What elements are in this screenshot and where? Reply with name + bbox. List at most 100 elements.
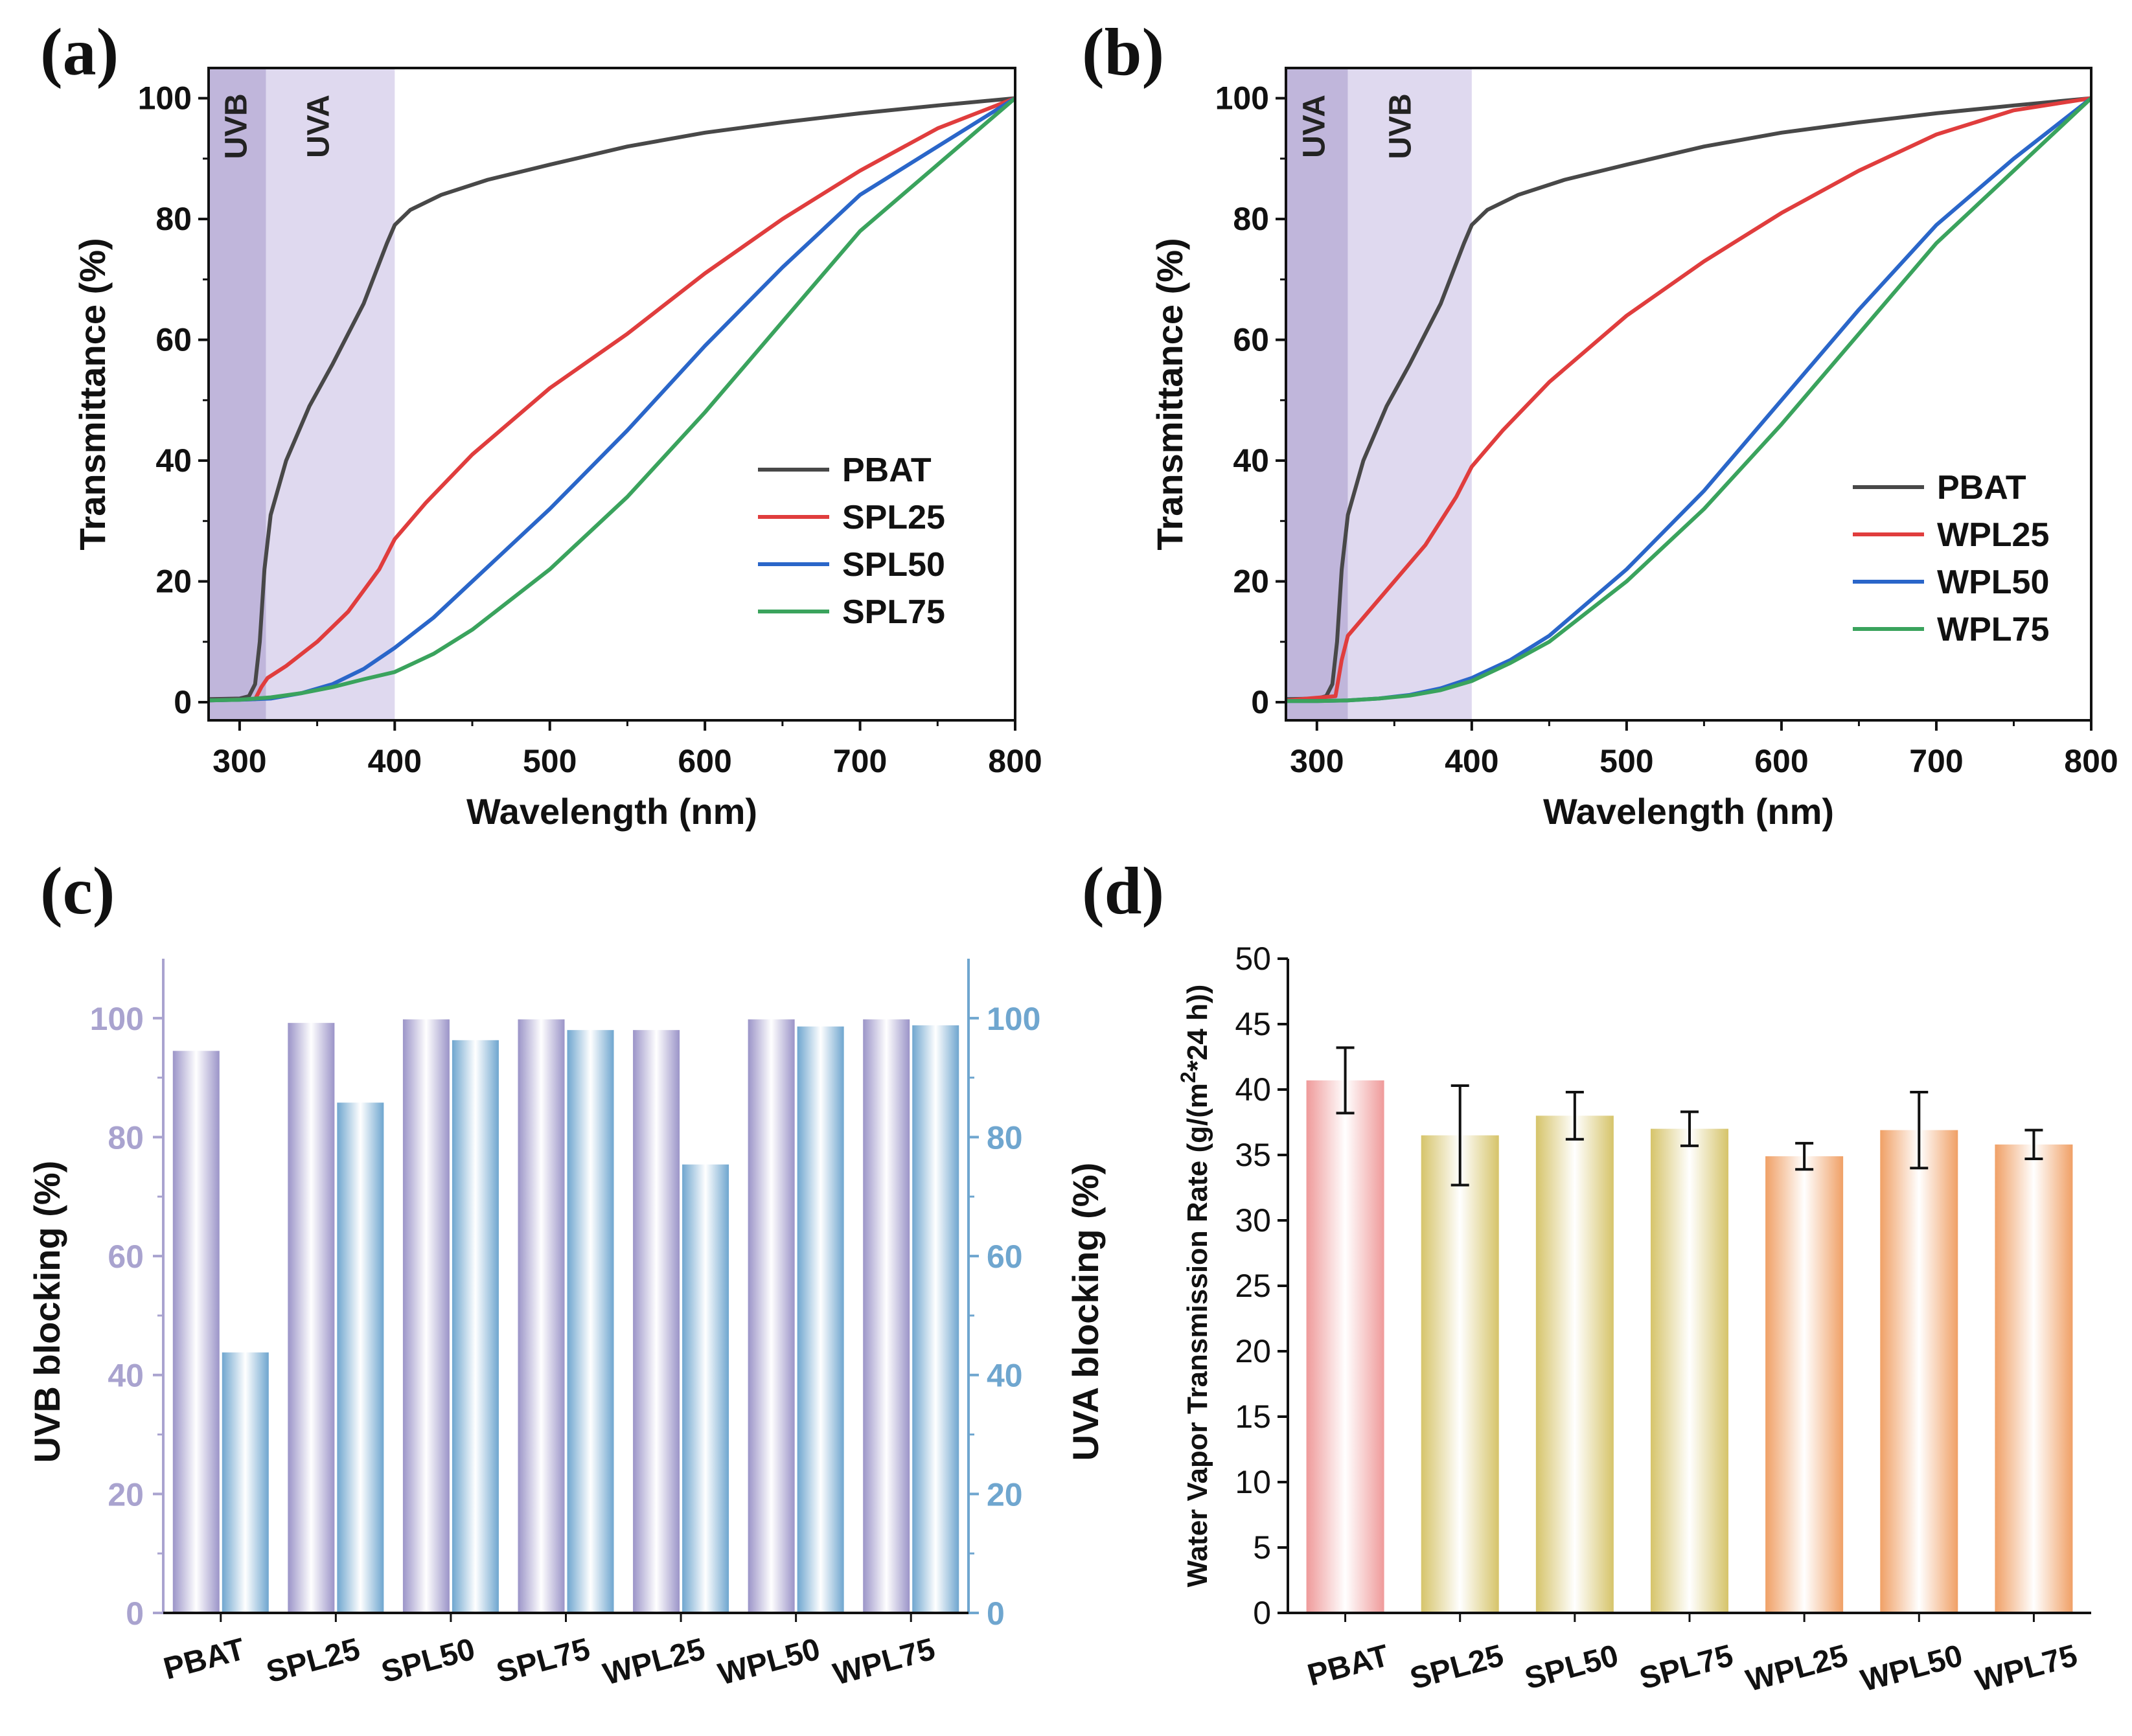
x-tick-label: 400 [368,743,422,779]
series-line-wpl75 [1286,97,2093,703]
series-line-pbat [1285,96,2092,702]
category-label-spl50: SPL50 [378,1632,478,1689]
y-tick-label: 40 [155,442,192,479]
x-tick-label: 500 [523,743,577,779]
legend-label-spl25: SPL25 [842,499,945,536]
left-y-tick-label: 20 [108,1476,144,1513]
y-tick-label: 40 [1233,442,1269,479]
bar-uvb-wpl75 [863,1019,910,1613]
y-tick-label: 40 [1235,1071,1271,1108]
bar-uva-spl50 [452,1040,499,1613]
x-axis-title: Wavelength (nm) [466,791,757,832]
band-label-uvb: UVB [1384,93,1418,159]
category-label-wpl50: WPL50 [715,1632,823,1692]
legend-label-pbat: PBAT [1937,469,2026,507]
category-label-wpl75: WPL75 [1972,1638,2081,1698]
y-tick-label: 0 [1251,684,1269,720]
band-uvb [209,68,266,720]
y-tick-label: 5 [1253,1529,1271,1566]
y-axis-title: Water Vapor Transmission Rate (g/(m2*24 … [1176,985,1213,1588]
panel-label-b: (b) [1082,15,1164,89]
right-y-tick-label: 60 [987,1239,1023,1275]
right-y-tick-label: 40 [987,1358,1023,1394]
bar-uva-wpl25 [682,1164,729,1613]
y-axis-title-superscript: 2 [1176,1071,1200,1083]
plot-frame [1285,67,2092,722]
panel-a-transmittance-chart: UVB UVA 300 400 500 600 700 800 0 20 40 60 80 100 Wave… [72,67,1042,832]
series-line-pbat [208,96,1016,702]
series-line-spl75 [208,97,1016,703]
x-tick-label: 500 [1599,743,1653,779]
y-axis-title: Transmittance (%) [72,238,113,550]
bar-uvb-wpl50 [748,1019,795,1613]
y-tick-label: 60 [1233,322,1269,358]
bar-uvb-spl50 [402,1019,450,1613]
x-tick-label: 600 [1754,743,1808,779]
panel-c-uv-blocking-chart: PBAT SPL25 SPL50 SPL75 WPL25 WPL50 WPL75 0 0 20 20… [27,959,1106,1692]
y-tick-label: 50 [1235,941,1271,977]
x-tick-label: 300 [212,743,266,779]
band-label-uva: UVA [1298,95,1332,158]
right-y-axis-title: UVA blocking (%) [1065,1163,1106,1461]
bar-wvtr-spl25 [1421,1135,1499,1613]
left-y-axis-title: UVB blocking (%) [27,1161,67,1463]
panel-label-a: (a) [40,15,119,89]
y-axis-title: Transmittance (%) [1149,238,1190,550]
left-y-tick-label: 100 [90,1001,144,1037]
y-tick-label: 0 [1253,1595,1271,1631]
band-uva [266,68,395,720]
y-tick-label: 30 [1235,1202,1271,1239]
y-tick-label: 25 [1235,1268,1271,1304]
left-y-tick-label: 80 [108,1119,144,1156]
bar-wvtr-spl75 [1651,1128,1728,1613]
legend-label-wpl50: WPL50 [1937,564,2049,601]
bar-wvtr-wpl50 [1880,1130,1958,1613]
category-label-wpl25: WPL25 [1743,1638,1851,1698]
panel-d-wvtr-chart: PBAT SPL25 SPL50 SPL75 WPL25 WPL50 WPL75 0 5 10 15… [1176,941,2091,1698]
category-label-pbat: PBAT [1304,1638,1392,1693]
bar-wvtr-wpl75 [1995,1144,2073,1613]
y-tick-label: 0 [174,684,192,720]
y-tick-label: 20 [1233,564,1269,600]
x-tick-label: 400 [1445,743,1498,779]
bar-uvb-spl75 [518,1019,565,1613]
y-axis-title-suffix: *24 h)) [1182,985,1213,1071]
right-y-tick-label: 0 [987,1595,1005,1632]
y-tick-label: 100 [1215,80,1269,117]
y-tick-label: 20 [155,564,192,600]
bar-wvtr-wpl25 [1765,1156,1844,1613]
left-y-tick-label: 0 [126,1595,144,1632]
y-tick-label: 15 [1235,1399,1271,1435]
bar-uva-wpl50 [797,1026,844,1613]
legend-label-spl75: SPL75 [842,593,945,631]
left-y-tick-label: 60 [108,1239,144,1275]
plot-frame [207,67,1016,722]
x-tick-label: 800 [988,743,1042,779]
y-axis-title-main: Water Vapor Transmission Rate (g/(m [1182,1083,1213,1587]
bar-uva-wpl75 [912,1025,959,1613]
right-y-tick-label: 20 [987,1476,1023,1513]
x-tick-label: 700 [1909,743,1963,779]
right-y-tick-label: 100 [987,1001,1040,1037]
legend-label-wpl25: WPL25 [1937,516,2049,554]
x-tick-label: 300 [1290,743,1344,779]
panel-b-transmittance-chart: UVA UVB 300 400 500 600 700 800 0 20 40 60 80 100 Wave… [1149,67,2118,832]
category-label-spl25: SPL25 [263,1632,363,1689]
series-line-wpl25 [1285,96,2092,703]
bar-uvb-pbat [172,1051,220,1613]
legend-label-pbat: PBAT [842,451,932,489]
bar-uvb-wpl25 [633,1030,680,1613]
y-tick-label: 35 [1235,1137,1271,1173]
y-tick-label: 60 [155,322,192,358]
y-tick-label: 45 [1235,1006,1271,1042]
series-line-spl25 [208,96,1016,703]
y-tick-label: 80 [1233,201,1269,237]
x-tick-label: 800 [2064,743,2118,779]
category-label-wpl75: WPL75 [830,1632,939,1692]
legend-label-spl50: SPL50 [842,546,945,584]
bar-uva-spl25 [337,1102,384,1613]
category-label-spl75: SPL75 [493,1632,593,1689]
band-uvb [1347,68,1472,720]
x-tick-label: 600 [678,743,731,779]
